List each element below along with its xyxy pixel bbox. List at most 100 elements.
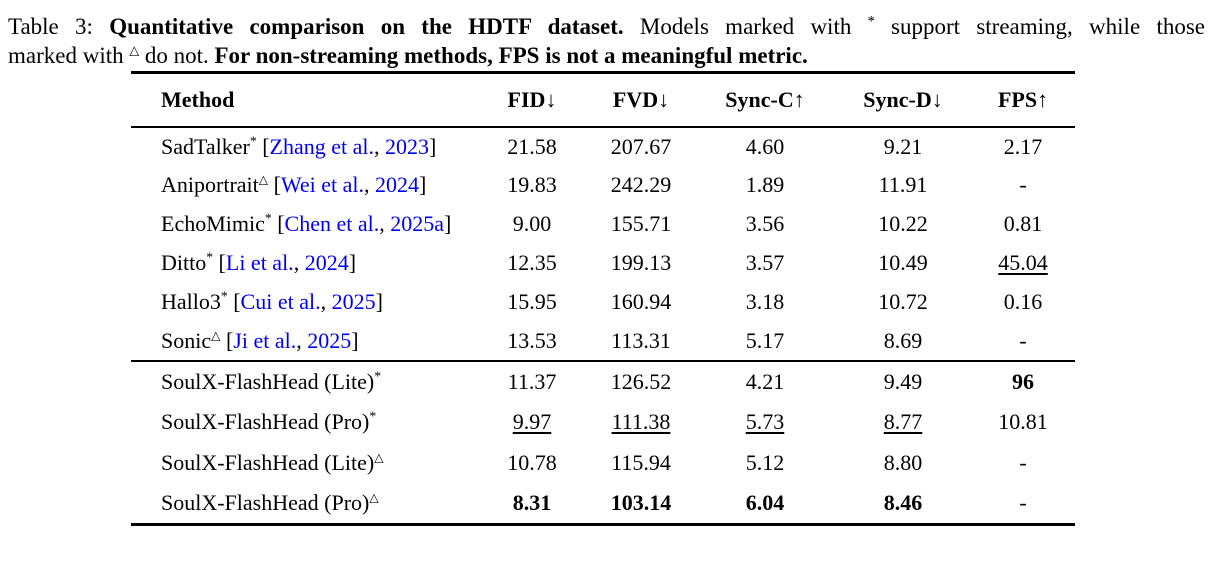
soulx-methods-group: SoulX-FlashHead (Lite)* 11.37 126.52 4.21 9.…: [131, 361, 1075, 525]
citation-year-link[interactable]: 2024: [375, 172, 420, 197]
caption-line-2: marked with △ do not. For non-streaming …: [8, 41, 1205, 70]
method-cell: SoulX-FlashHead (Pro)*: [131, 402, 477, 443]
value-cell: 1.89: [745, 172, 785, 197]
method-name: Sonic: [161, 327, 212, 353]
citation-close-bracket: ]: [351, 327, 359, 353]
citation-author-link[interactable]: Chen et al.: [284, 211, 380, 236]
value-cell: -: [1019, 490, 1027, 516]
value-cell: 5.73: [745, 409, 785, 434]
table-row: EchoMimic* [Chen et al., 2025a] 9.00 155.7…: [131, 205, 1075, 244]
column-header-fps: FPS↑: [971, 72, 1075, 128]
citation-open-bracket: [: [227, 289, 241, 314]
caption-bold-intro: Quantitative comparison on the HDTF data…: [109, 14, 624, 39]
citation-year-link[interactable]: 2024: [304, 250, 349, 275]
method-name: SoulX-FlashHead (Lite): [161, 368, 375, 394]
streaming-marker: *: [206, 249, 214, 265]
non-streaming-marker: △: [129, 43, 140, 58]
value-cell: 4.60: [745, 133, 785, 159]
value-cell: -: [1019, 172, 1027, 197]
column-header-fid: FID↓: [477, 72, 587, 128]
value-cell: -: [1019, 450, 1027, 475]
paper-page: Table 3: Quantitative comparison on the …: [0, 12, 1211, 564]
citation-comma: ,: [364, 172, 376, 197]
citation-comma: ,: [296, 327, 308, 353]
table-row: SoulX-FlashHead (Lite)△ 10.78 115.94 5.12 8.…: [131, 443, 1075, 484]
value-cell: 10.78: [507, 450, 557, 475]
value-cell: 10.49: [878, 250, 928, 275]
value-cell: 10.81: [998, 409, 1048, 434]
value-cell: 11.37: [507, 368, 557, 394]
value-cell: 21.58: [507, 133, 557, 159]
citation-comma: ,: [293, 250, 305, 275]
citation: [Ji et al., 2025]: [220, 327, 359, 353]
citation-author-link[interactable]: Li et al.: [225, 250, 294, 275]
value-cell: 6.04: [745, 490, 785, 516]
column-header-sync-c: Sync-C↑: [695, 72, 835, 128]
header-label: Sync-D: [863, 86, 932, 112]
value-cell: 9.49: [883, 368, 923, 394]
value-cell: 155.71: [610, 211, 672, 236]
results-table: Method FID↓ FVD↓ Sync-C↑ Sync-D↓ FPS↑ Sa…: [131, 71, 1075, 526]
value-cell: 15.95: [507, 289, 557, 314]
citation-year-link[interactable]: 2023: [384, 133, 429, 159]
table-row: SoulX-FlashHead (Pro)△ 8.31 103.14 6.04 8.46…: [131, 484, 1075, 525]
down-arrow-icon: ↓: [545, 86, 557, 112]
streaming-marker: *: [249, 133, 257, 149]
citation-open-bracket: [: [268, 172, 281, 197]
caption-line-1: Table 3: Quantitative comparison on the …: [8, 12, 1205, 41]
streaming-marker: *: [264, 210, 272, 226]
value-cell: 199.13: [610, 250, 672, 275]
method-cell: SadTalker* [Zhang et al., 2023]: [131, 127, 477, 166]
method-name: SadTalker: [161, 133, 250, 159]
table-row: Ditto* [Li et al., 2024] 12.35 199.13 3.57 1…: [131, 244, 1075, 283]
value-cell: 126.52: [610, 368, 672, 394]
citation: [Wei et al., 2024]: [268, 172, 427, 197]
method-cell: Hallo3* [Cui et al., 2025]: [131, 283, 477, 322]
value-cell: 207.67: [610, 133, 672, 159]
citation-comma: ,: [373, 133, 385, 159]
citation-author-link[interactable]: Zhang et al.: [269, 133, 374, 159]
value-cell: 115.94: [611, 450, 671, 475]
table-header: Method FID↓ FVD↓ Sync-C↑ Sync-D↓ FPS↑: [131, 72, 1075, 128]
caption-text-c: marked with: [8, 43, 130, 68]
value-cell: 8.69: [835, 321, 971, 362]
streaming-marker: *: [220, 288, 228, 304]
method-cell: Aniportrait△ [Wei et al., 2024]: [131, 166, 477, 205]
table-row: SoulX-FlashHead (Lite)* 11.37 126.52 4.21 9.…: [131, 361, 1075, 402]
value-cell: 45.04: [998, 250, 1048, 275]
method-name: Hallo3: [161, 289, 221, 314]
value-cell: 11.91: [878, 172, 928, 197]
value-cell: 8.46: [883, 490, 923, 516]
down-arrow-icon: ↓: [931, 86, 943, 112]
streaming-marker: *: [369, 408, 377, 424]
column-header-fvd: FVD↓: [587, 72, 695, 128]
value-cell: 113.31: [587, 321, 695, 362]
caption-text-d: do not.: [139, 43, 215, 68]
table-row: Aniportrait△ [Wei et al., 2024] 19.83 242.…: [131, 166, 1075, 205]
citation-year-link[interactable]: 2025: [331, 289, 376, 314]
table-row: Hallo3* [Cui et al., 2025] 15.95 160.94 3.1…: [131, 283, 1075, 322]
citation-close-bracket: ]: [443, 211, 452, 236]
header-row: Method FID↓ FVD↓ Sync-C↑ Sync-D↓ FPS↑: [131, 72, 1075, 128]
value-cell: -: [971, 321, 1075, 362]
method-cell: SoulX-FlashHead (Lite)△: [131, 443, 477, 484]
citation-author-link[interactable]: Wei et al.: [280, 172, 365, 197]
method-cell: SoulX-FlashHead (Lite)*: [131, 361, 477, 402]
method-name: SoulX-FlashHead (Pro): [161, 490, 370, 516]
citation-author-link[interactable]: Cui et al.: [240, 289, 321, 314]
method-name: EchoMimic: [161, 211, 265, 236]
method-cell: Ditto* [Li et al., 2024]: [131, 244, 477, 283]
up-arrow-icon: ↑: [1037, 86, 1049, 112]
citation-close-bracket: ]: [375, 289, 383, 314]
citation-author-link[interactable]: Ji et al.: [233, 327, 297, 353]
non-streaming-marker: △: [369, 490, 379, 505]
value-cell: 19.83: [507, 172, 557, 197]
citation-open-bracket: [: [213, 250, 226, 275]
non-streaming-marker: △: [211, 328, 221, 343]
citation-year-link[interactable]: 2025a: [390, 211, 444, 236]
citation-open-bracket: [: [220, 327, 234, 353]
value-cell: 8.77: [883, 409, 923, 434]
citation-year-link[interactable]: 2025: [307, 327, 352, 353]
value-cell: 13.53: [477, 321, 587, 362]
down-arrow-icon: ↓: [658, 86, 670, 112]
